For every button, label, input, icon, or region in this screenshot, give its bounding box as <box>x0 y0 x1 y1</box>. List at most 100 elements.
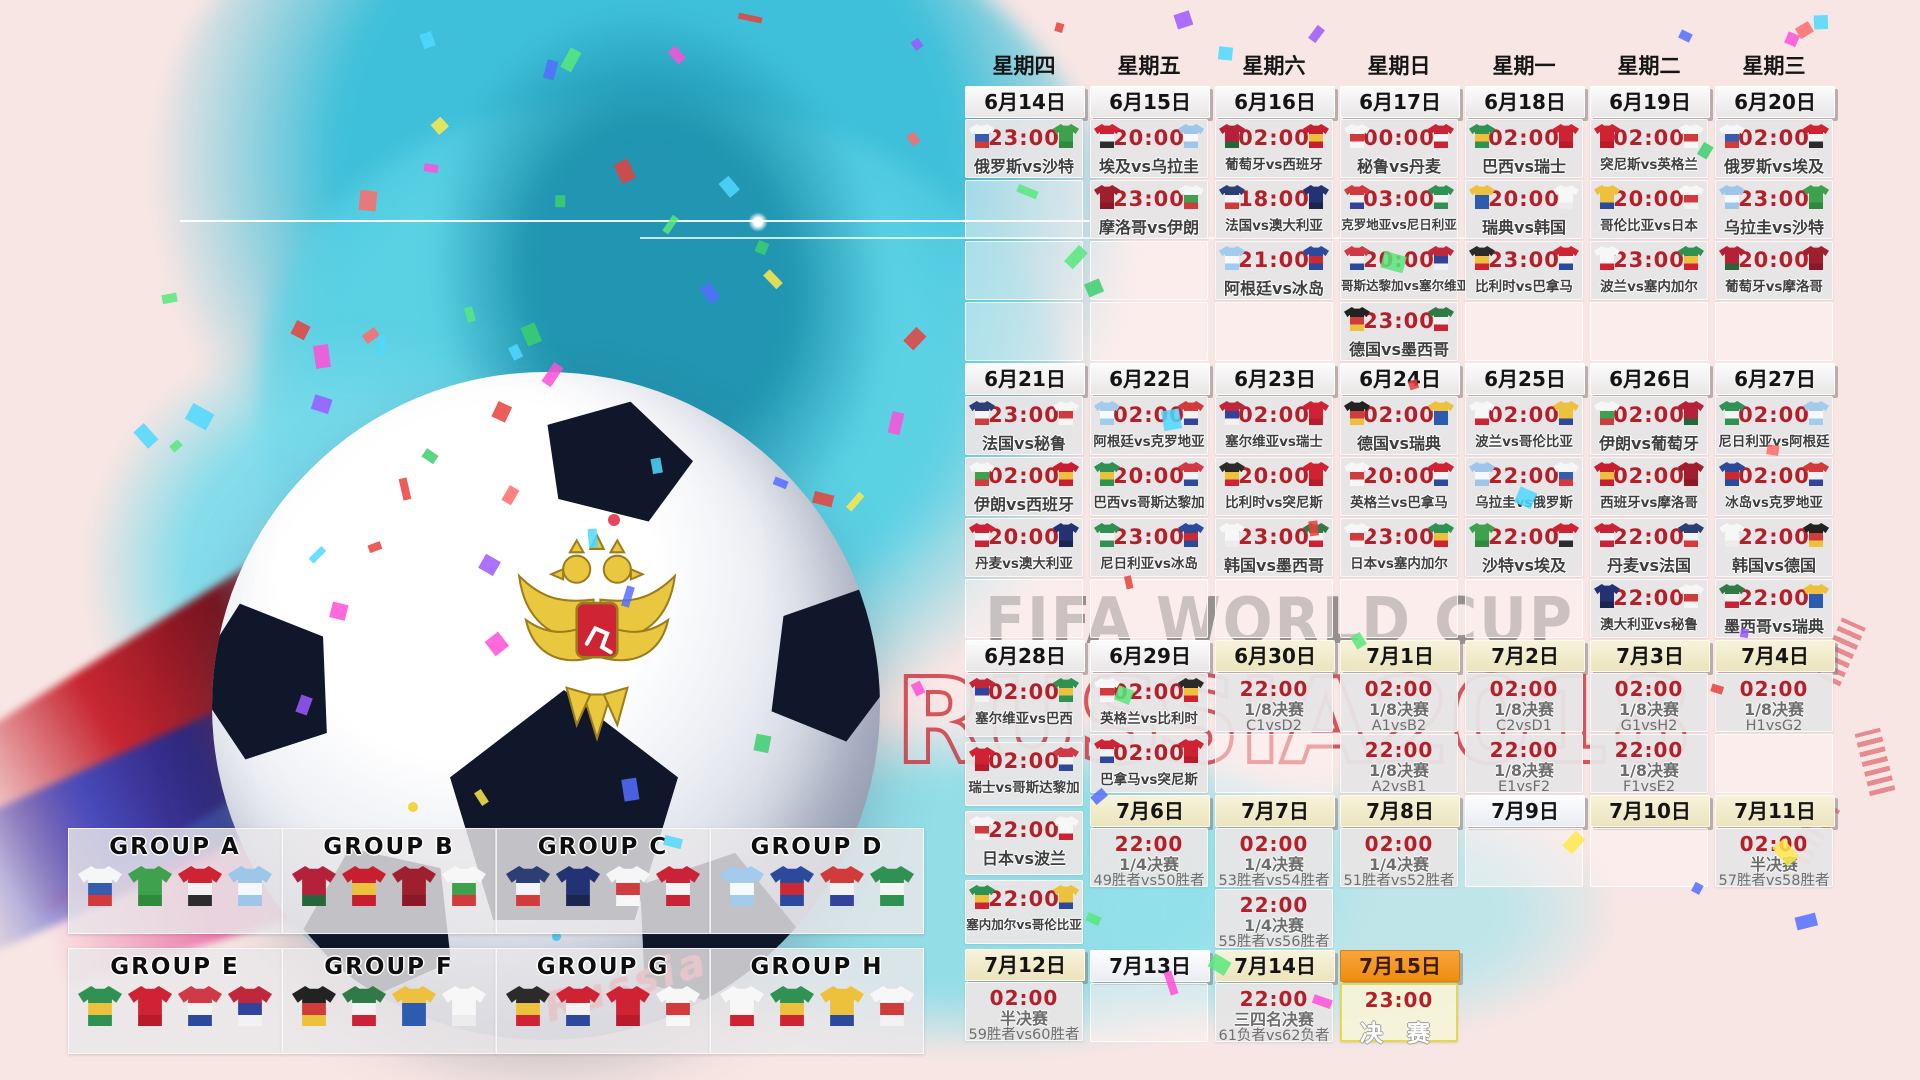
knockout-cell: 22:00 1/8决赛 E1vsF2 <box>1465 734 1583 795</box>
jersey-icon <box>442 986 486 1026</box>
match-time: 02:00 <box>1238 403 1310 427</box>
jersey-icon <box>870 866 914 906</box>
knockout-stage-label: 1/8决赛 <box>1743 700 1805 719</box>
jersey-icon <box>770 866 814 906</box>
knockout-cell: 02:00 1/4决赛 53胜者vs54胜者 <box>1215 828 1333 889</box>
group-box: GROUP B <box>282 828 496 934</box>
empty-slot <box>1465 302 1583 361</box>
match-time: 20:00 <box>1363 464 1435 488</box>
knockout-matchup-label: E1vsF2 <box>1497 779 1551 795</box>
knockout-stage-label: 三四名决赛 <box>1233 1010 1314 1029</box>
match-top-row: 22:00 <box>1466 458 1582 490</box>
knockout-stage-label: 1/8决赛 <box>1368 700 1430 719</box>
date-header: 7月2日 <box>1465 640 1585 672</box>
jersey-icon <box>656 986 700 1026</box>
knockout-cell: 22:00 1/8决赛 F1vsE2 <box>1590 734 1708 795</box>
match-time: 20:00 <box>1613 187 1685 211</box>
match-top-row: 02:00 <box>966 674 1082 706</box>
match-time: 02:00 <box>1614 677 1684 701</box>
jersey-icon <box>606 866 650 906</box>
match-cell: 20:00 巴西vs哥斯达黎加 <box>1090 457 1208 516</box>
knockout-cell: 22:00 1/8决赛 C1vsD2 <box>1215 673 1333 734</box>
empty-slot <box>1215 734 1333 793</box>
match-time: 02:00 <box>988 464 1060 488</box>
match-teams-label: 塞尔维亚vs瑞士 <box>1225 434 1323 450</box>
match-time: 23:00 <box>1363 309 1435 333</box>
match-cell: 20:00 哥伦比亚vs日本 <box>1590 180 1708 239</box>
match-time: 22:00 <box>1239 987 1309 1011</box>
match-time: 02:00 <box>1489 677 1559 701</box>
jersey-icon <box>720 866 764 906</box>
match-time: 20:00 <box>1113 126 1185 150</box>
jersey-icon <box>178 866 222 906</box>
empty-slot <box>1465 579 1583 638</box>
empty-slot <box>1215 302 1333 361</box>
match-cell: 23:00 俄罗斯vs沙特 <box>965 119 1083 178</box>
match-time: 22:00 <box>1738 525 1810 549</box>
match-cell: 20:00 埃及vs乌拉圭 <box>1090 119 1208 178</box>
date-header: 6月18日 <box>1465 86 1585 118</box>
date-header: 7月3日 <box>1590 640 1710 672</box>
jersey-icon <box>506 866 550 906</box>
knockout-matchup-label: 53胜者vs54胜者 <box>1218 873 1330 889</box>
match-top-row: 23:00 <box>1341 519 1457 551</box>
match-teams-label: 阿根廷vs冰岛 <box>1224 279 1324 298</box>
match-teams-label: 英格兰vs比利时 <box>1100 711 1198 727</box>
jersey-icon <box>770 986 814 1026</box>
match-time: 02:00 <box>1613 464 1685 488</box>
match-teams-label: 德国vs墨西哥 <box>1349 340 1449 359</box>
date-header: 7月11日 <box>1715 795 1835 827</box>
jersey-icon <box>178 986 222 1026</box>
match-top-row: 02:00 <box>966 743 1082 775</box>
match-top-row: 02:00 <box>1091 397 1207 429</box>
match-top-row: 23:00 <box>966 397 1082 429</box>
knockout-stage-label: 1/4决赛 <box>1243 855 1305 874</box>
russia-eagle-emblem <box>517 533 677 742</box>
knockout-cell: 02:00 1/8决赛 A1vsB2 <box>1340 673 1458 734</box>
date-header: 7月6日 <box>1090 795 1210 827</box>
match-cell: 23:00 韩国vs墨西哥 <box>1215 518 1333 577</box>
match-cell: 23:00 尼日利亚vs冰岛 <box>1090 518 1208 577</box>
match-top-row: 02:00 <box>1716 397 1832 429</box>
knockout-matchup-label: A2vsB1 <box>1371 779 1427 795</box>
match-cell: 02:00 巴拿马vs突尼斯 <box>1090 734 1208 793</box>
date-header: 6月19日 <box>1590 86 1710 118</box>
match-teams-label: 阿根廷vs克罗地亚 <box>1093 434 1205 450</box>
match-teams-label: 葡萄牙vs西班牙 <box>1225 157 1323 173</box>
knockout-matchup-label: 57胜者vs58胜者 <box>1718 873 1830 889</box>
match-cell: 02:00 突尼斯vs英格兰 <box>1590 119 1708 178</box>
confetti-piece <box>555 195 566 208</box>
knockout-cell: 22:00 1/4决赛 55胜者vs56胜者 <box>1215 889 1333 950</box>
group-title: GROUP E <box>110 954 240 980</box>
match-time: 22:00 <box>1489 738 1559 762</box>
match-teams-label: 哥伦比亚vs日本 <box>1600 218 1698 234</box>
group-title: GROUP D <box>750 834 884 860</box>
match-time: 23:00 <box>988 126 1060 150</box>
match-time: 22:00 <box>1614 738 1684 762</box>
match-top-row: 23:00 <box>1341 303 1457 335</box>
match-top-row: 02:00 <box>1216 120 1332 152</box>
match-time: 20:00 <box>1738 248 1810 272</box>
match-time: 02:00 <box>1488 403 1560 427</box>
match-teams-label: 日本vs波兰 <box>982 849 1066 868</box>
confetti-piece <box>1739 628 1749 638</box>
weekday-label: 星期四 <box>992 54 1056 78</box>
knockout-matchup-label: 55胜者vs56胜者 <box>1218 934 1330 950</box>
knockout-matchup-label: H1vsG2 <box>1745 718 1803 734</box>
match-time: 23:00 <box>1113 525 1185 549</box>
knockout-matchup-label: A1vsB2 <box>1371 718 1427 734</box>
empty-slot <box>1715 302 1833 361</box>
match-top-row: 02:00 <box>1341 397 1457 429</box>
knockout-stage-label: 半决赛 <box>999 1009 1048 1028</box>
match-time: 18:00 <box>1238 187 1310 211</box>
match-teams-label: 西班牙vs摩洛哥 <box>1600 495 1698 511</box>
match-teams-label: 塞尔维亚vs巴西 <box>975 711 1073 727</box>
match-time: 22:00 <box>1738 586 1810 610</box>
match-cell: 22:00 沙特vs埃及 <box>1465 518 1583 577</box>
match-teams-label: 比利时vs巴拿马 <box>1475 279 1573 295</box>
match-time: 02:00 <box>1738 126 1810 150</box>
match-teams-label: 瑞典vs韩国 <box>1482 218 1566 237</box>
match-teams-label: 丹麦vs澳大利亚 <box>975 556 1073 572</box>
match-cell: 22:00 日本vs波兰 <box>965 811 1083 875</box>
